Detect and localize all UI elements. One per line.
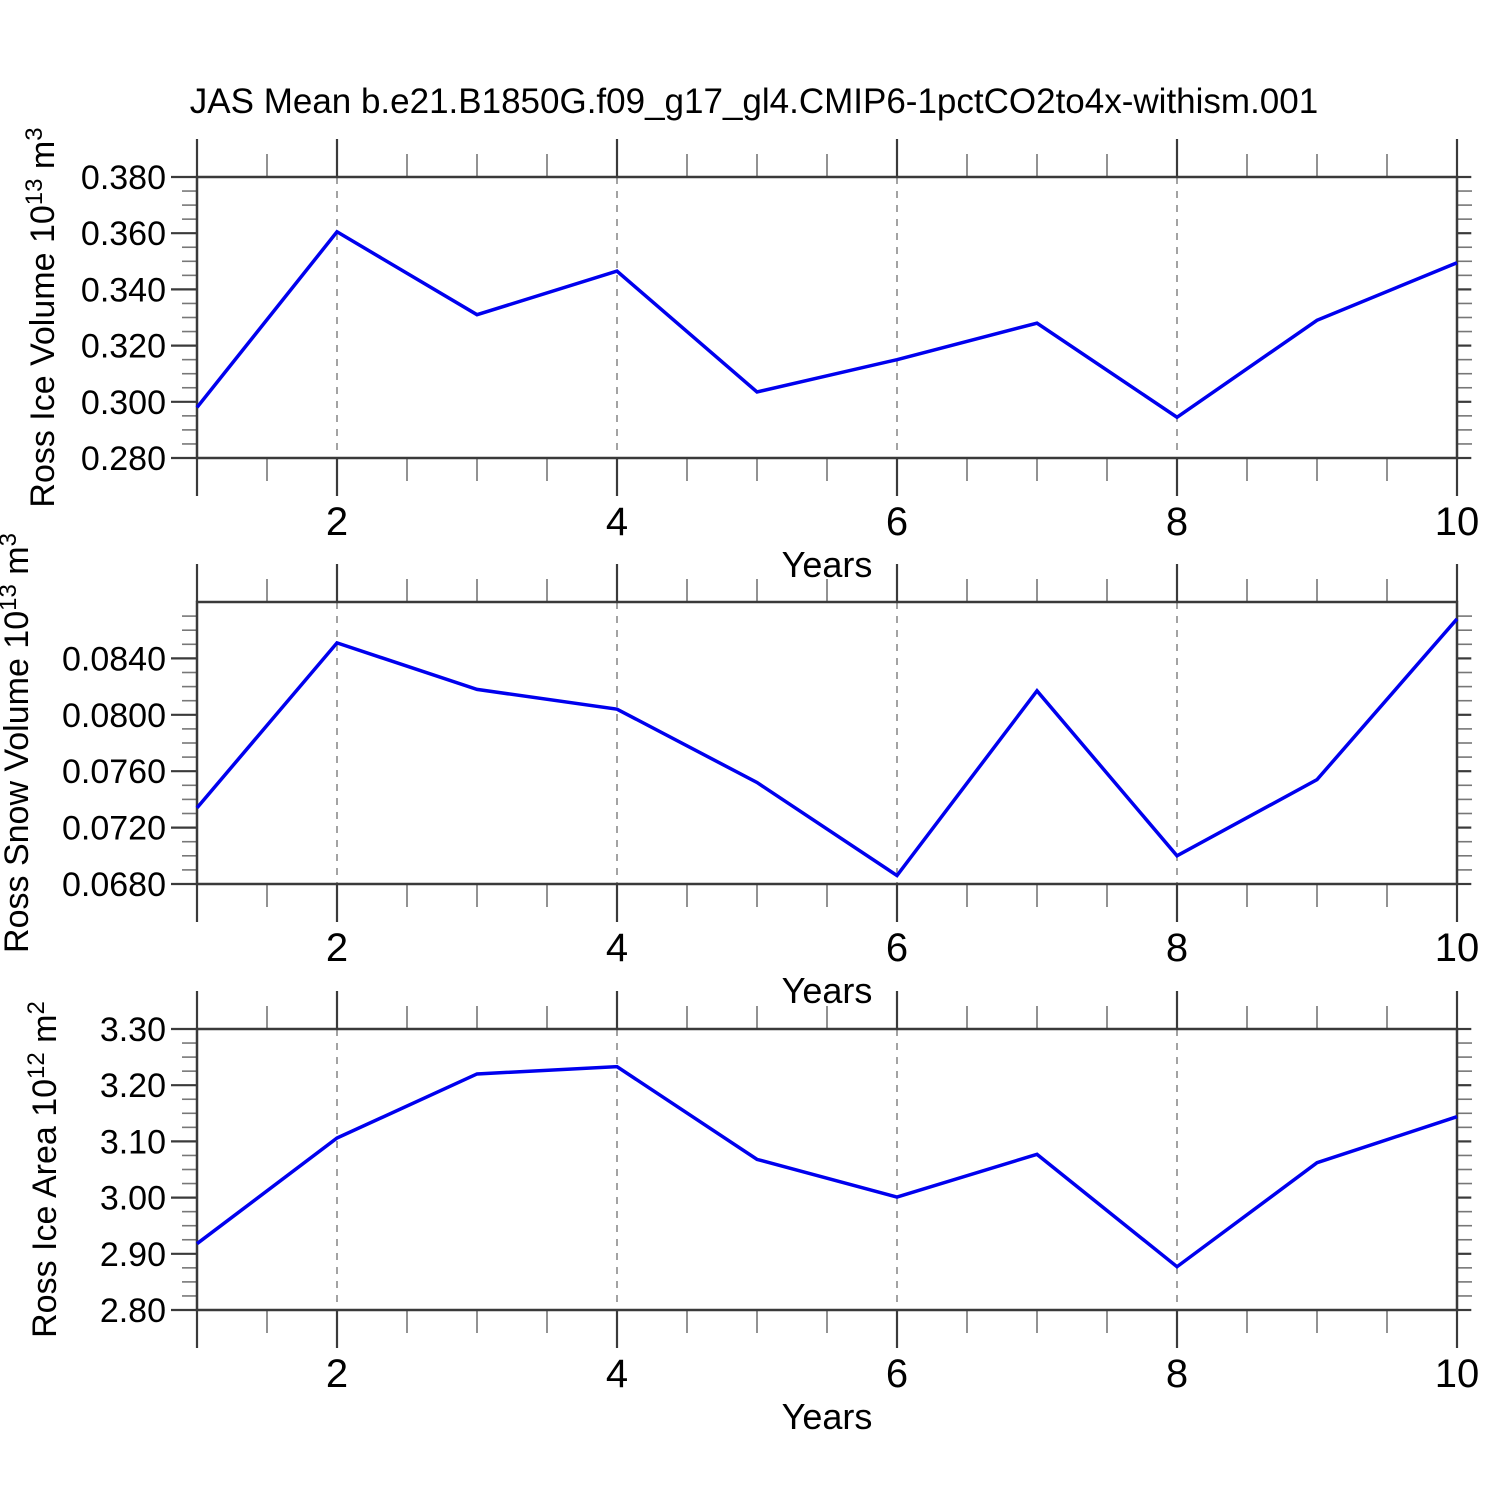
y-tick-label: 0.0720 (62, 810, 166, 848)
y-axis-title: Ross Ice Volume 1013 m3 (21, 127, 62, 507)
plot-frame (195, 600, 1459, 886)
y-tick-label: 0.0680 (62, 866, 166, 904)
y-tick-label: 0.0800 (62, 697, 166, 735)
y-axis-title: Ross Snow Volume 1013 m3 (0, 533, 36, 953)
x-axis-title: Years (782, 1396, 873, 1437)
chart-ross-ice-area: 2.80 2.90 3.00 3.10 3.20 3.30 2 4 6 8 10 Years Ross … (23, 991, 1479, 1437)
x-axis-title: Years (782, 544, 873, 585)
y-tick-label: 0.0760 (62, 753, 166, 791)
x-tick-label: 2 (326, 500, 348, 544)
y-tick-label: 0.340 (81, 271, 166, 309)
data-line-ross-ice-volume (195, 229, 1458, 420)
page-title: JAS Mean b.e21.B1850G.f09_g17_gl4.CMIP6-… (190, 82, 1318, 121)
x-tick-label: 8 (1166, 500, 1188, 544)
x-tick-label: 10 (1435, 1352, 1480, 1396)
data-line-ross-ice-area (195, 1064, 1458, 1269)
x-tick-label: 4 (606, 926, 628, 970)
y-tick-label: 0.380 (81, 159, 166, 197)
plot-frame (195, 175, 1459, 460)
y-tick-label: 0.0840 (62, 640, 166, 678)
y-tick-label: 2.80 (100, 1292, 166, 1330)
chart-ross-ice-volume: 0.280 0.300 0.320 0.340 0.360 0.380 2 4 6 8 10 Year… (21, 127, 1479, 585)
y-tick-label: 0.300 (81, 384, 166, 422)
data-line-ross-snow-volume (195, 617, 1459, 878)
y-tick-label: 0.280 (81, 440, 166, 478)
x-tick-label: 6 (886, 1352, 908, 1396)
x-tick-label: 2 (326, 1352, 348, 1396)
x-tick-label: 8 (1166, 926, 1188, 970)
y-tick-label: 3.20 (100, 1067, 166, 1105)
x-tick-label: 2 (326, 926, 348, 970)
x-tick-label: 4 (606, 500, 628, 544)
chart-ross-snow-volume: 0.0680 0.0720 0.0760 0.0800 0.0840 2 4 6 8 10 Year… (0, 533, 1479, 1011)
y-tick-label: 3.10 (100, 1123, 166, 1161)
y-tick-label: 2.90 (100, 1236, 166, 1274)
x-axis-title: Years (782, 970, 873, 1011)
y-tick-label: 3.30 (100, 1011, 166, 1049)
y-tick-label: 0.360 (81, 215, 166, 253)
y-axis-title: Ross Ice Area 1012 m2 (23, 1001, 64, 1338)
plot-frame (195, 1027, 1459, 1312)
x-tick-label: 10 (1435, 926, 1480, 970)
x-tick-label: 6 (886, 926, 908, 970)
x-tick-label: 6 (886, 500, 908, 544)
x-tick-label: 10 (1435, 500, 1480, 544)
x-tick-label: 4 (606, 1352, 628, 1396)
y-tick-label: 0.320 (81, 328, 166, 366)
x-tick-label: 8 (1166, 1352, 1188, 1396)
y-tick-label: 3.00 (100, 1180, 166, 1218)
